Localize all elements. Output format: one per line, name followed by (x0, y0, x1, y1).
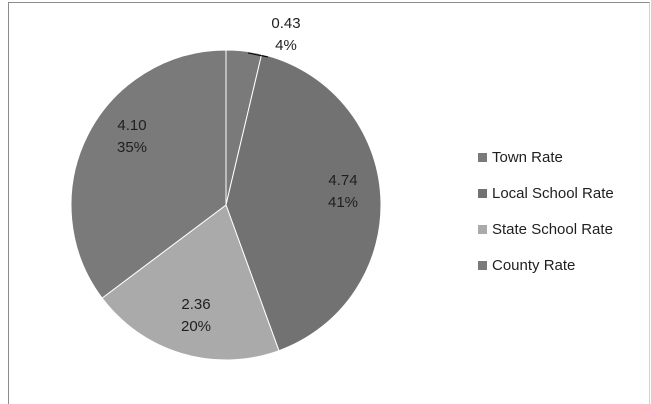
percent-label-local-school-rate: 41% (328, 194, 358, 211)
legend-swatch (478, 152, 487, 162)
percent-label-state-school-rate: 20% (181, 318, 211, 335)
legend-swatch (478, 188, 487, 198)
pie-slice-county-rate (70, 49, 227, 299)
pie-slice-local-school-rate (225, 53, 382, 352)
percent-label-county-rate: 35% (117, 139, 147, 156)
legend-label: Town Rate (492, 148, 563, 166)
pie-slice-state-school-rate (101, 204, 280, 361)
value-label-state-school-rate: 2.36 (181, 296, 210, 313)
value-label-local-school-rate: 4.74 (328, 172, 357, 189)
legend-label: County Rate (492, 256, 576, 274)
leader-line-town-rate (247, 52, 269, 58)
legend-item-state-school-rate: State School Rate (478, 211, 614, 247)
value-label-town-rate: 0.43 (271, 15, 300, 32)
legend-label: Local School Rate (492, 184, 614, 202)
legend-item-county-rate: County Rate (478, 247, 614, 283)
legend-swatch (478, 260, 487, 270)
chart-legend: Town Rate Local School Rate State School R… (478, 139, 614, 283)
legend-item-town-rate: Town Rate (478, 139, 614, 175)
legend-swatch (478, 224, 487, 234)
legend-label: State School Rate (492, 220, 613, 238)
percent-label-town-rate: 4% (275, 37, 297, 54)
value-label-county-rate: 4.10 (117, 117, 146, 134)
chart-frame (8, 2, 650, 404)
legend-item-local-school-rate: Local School Rate (478, 175, 614, 211)
